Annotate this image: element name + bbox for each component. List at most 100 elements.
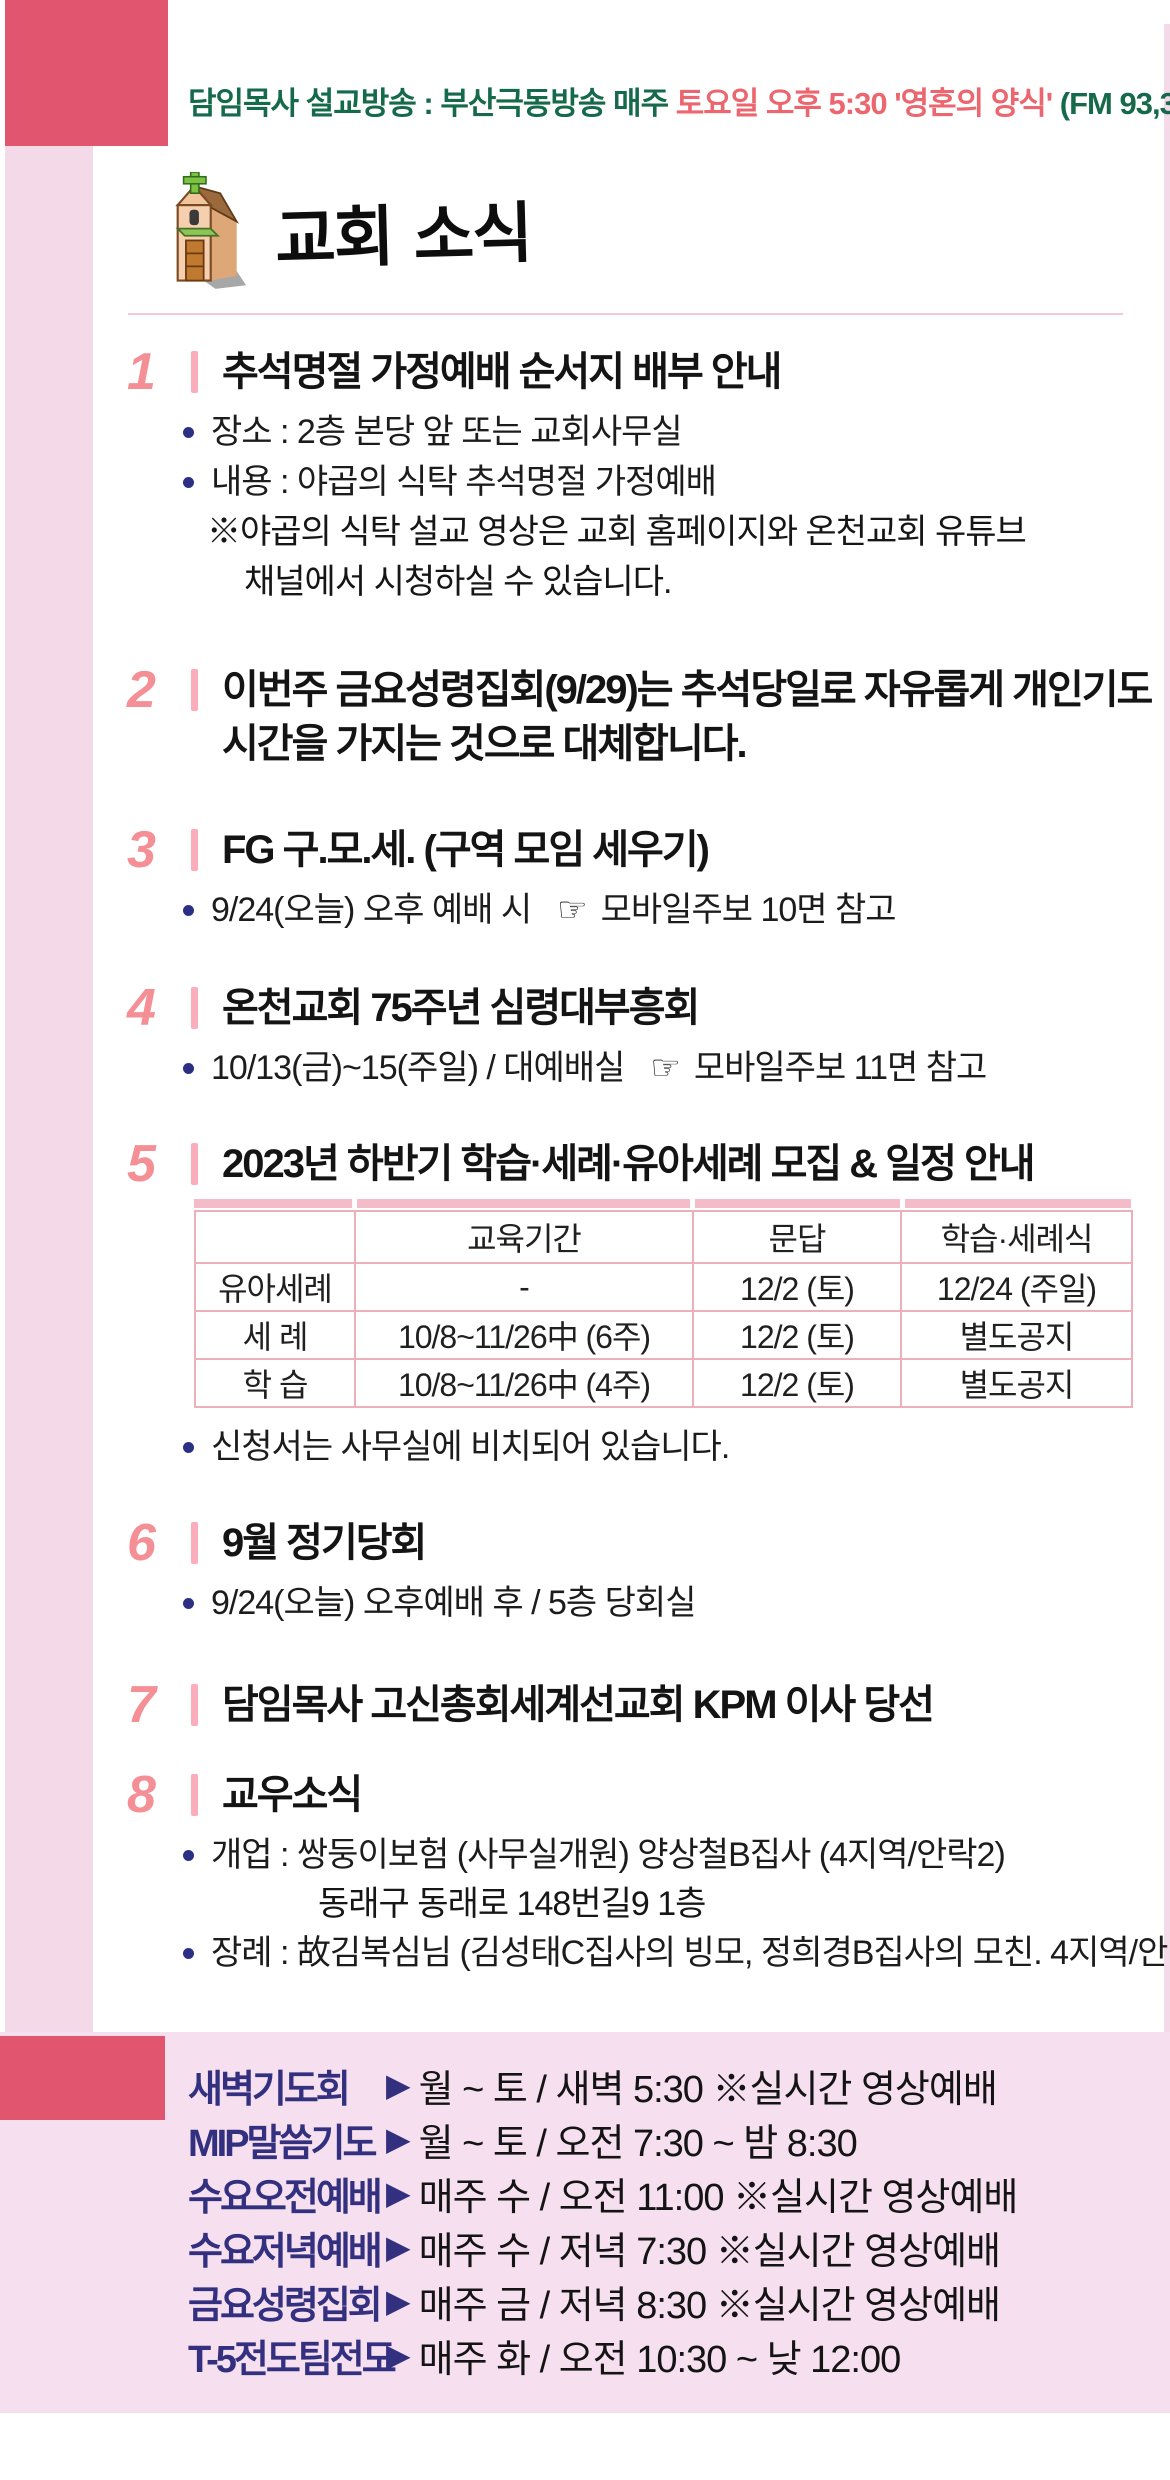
item-number: 1 <box>127 343 156 401</box>
schedule-detail: 월 ~ 토 / 새벽 5:30 ※실시간 영상예배 <box>418 2068 998 2111</box>
schedule-detail: 매주 금 / 저녁 8:30 ※실시간 영상예배 <box>418 2284 1001 2327</box>
bullet-item: 10/13(금)~15(주일) / 대예배실 ☞ 모바일주보 11면 참고 <box>183 1043 1170 1093</box>
decor-right-pink-strip <box>1164 24 1170 2413</box>
play-arrow-icon: ▶ <box>386 2337 411 2373</box>
bullet-dot-icon <box>183 1062 194 1074</box>
broadcast-suffix: (FM 93,3Mhz) <box>1059 86 1170 121</box>
news-item-6: 6 9월 정기당회 9/24(오늘) 오후예배 후 / 5층 당회실 <box>127 1516 1170 1628</box>
bullet-item: 장례 : 故김복심님 (김성태C집사의 빙모, 정희경B집사의 모친. 4지역/… <box>183 1928 1170 1978</box>
play-arrow-icon: ▶ <box>386 2229 411 2265</box>
table-cell: 12/2 (토) <box>692 1358 902 1408</box>
item-heading: 담임목사 고신총회세계선교회 KPM 이사 당선 <box>222 1683 935 1727</box>
table-cell: 별도공지 <box>900 1358 1133 1408</box>
schedule-detail: 월 ~ 토 / 오전 7:30 ~ 밤 8:30 <box>418 2122 858 2165</box>
schedule-label: 수요저녁예배 <box>188 2230 383 2273</box>
bullet-text: 개업 : 쌍둥이보험 (사무실개원) 양상철B집사 (4지역/안락2) <box>211 1836 1006 1874</box>
bullet-dot-icon <box>183 1947 194 1959</box>
note-line: 채널에서 시청하실 수 있습니다. <box>244 563 672 601</box>
page-title: 교회 소식 <box>274 193 532 279</box>
schedule-label: 금요성령집회 <box>188 2284 383 2327</box>
news-item-4: 4 온천교회 75주년 심령대부흥회 10/13(금)~15(주일) / 대예배… <box>127 981 1170 1093</box>
play-arrow-icon: ▶ <box>386 2175 411 2211</box>
item-heading: FG 구.모.세. (구역 모임 세우기) <box>222 828 710 872</box>
weekly-schedule-band: 새벽기도회 ▶ 월 ~ 토 / 새벽 5:30 ※실시간 영상예배 MIP말씀기… <box>0 2032 1170 2413</box>
news-item-2: 2 이번주 금요성령집회(9/29)는 추석당일로 자유롭게 개인기도 시간을 … <box>127 663 1170 771</box>
schedule-label: 수요오전예배 <box>188 2176 383 2219</box>
bullet-text: 10/13(금)~15(주일) / 대예배실 <box>211 1049 625 1087</box>
accent-bar <box>191 669 198 711</box>
schedule-label: T-5전도팀전도 <box>188 2338 397 2381</box>
decor-rose-block-bottom <box>0 2036 165 2120</box>
table-cell: - <box>354 1262 694 1312</box>
item-heading: 2023년 하반기 학습·세례·유아세례 모집 & 일정 안내 <box>222 1142 1036 1186</box>
bullet-text: 신청서는 사무실에 비치되어 있습니다. <box>211 1428 730 1466</box>
schedule-label: MIP말씀기도 <box>188 2122 377 2165</box>
item-number: 8 <box>127 1766 156 1824</box>
bullet-item: 장소 : 2층 본당 앞 또는 교회사무실 <box>183 407 1170 457</box>
table-header-row: 교육기간 문답 학습·세례식 <box>194 1210 1133 1264</box>
broadcast-highlight: 토요일 오후 5:30 '영혼의 양식' <box>675 86 1053 121</box>
heading-line: 시간을 가지는 것으로 대체합니다. <box>222 722 748 766</box>
bullet-item: 개업 : 쌍둥이보험 (사무실개원) 양상철B집사 (4지역/안락2) <box>183 1830 1170 1880</box>
broadcast-prefix: 담임목사 설교방송 : 부산극동방송 매주 <box>188 86 676 121</box>
item-heading: 추석명절 가정예배 순서지 배부 안내 <box>222 350 782 394</box>
table-cell: 12/24 (주일) <box>900 1262 1133 1312</box>
news-item-3: 3 FG 구.모.세. (구역 모임 세우기) 9/24(오늘) 오후 예배 시… <box>127 823 1170 935</box>
accent-bar <box>191 351 198 393</box>
church-icon <box>175 172 247 289</box>
item-number: 7 <box>127 1676 156 1734</box>
item-heading: 9월 정기당회 <box>222 1521 427 1565</box>
table-row: 세 례 10/8~11/26中 (6주) 12/2 (토) 별도공지 <box>194 1310 1133 1360</box>
schedule-detail: 매주 화 / 오전 10:30 ~ 낮 12:00 <box>418 2338 902 2381</box>
schedule-detail: 매주 수 / 오전 11:00 ※실시간 영상예배 <box>418 2176 1019 2219</box>
bullet-text: 9/24(오늘) 오후 예배 시 <box>211 891 532 929</box>
item-heading: 이번주 금요성령집회(9/29)는 추석당일로 자유롭게 개인기도 시간을 가지… <box>222 663 1153 771</box>
item-heading: 교우소식 <box>222 1773 363 1817</box>
table-header-cell: 문답 <box>692 1210 902 1264</box>
item-heading: 온천교회 75주년 심령대부흥회 <box>222 986 700 1030</box>
play-arrow-icon: ▶ <box>386 2121 411 2157</box>
schedule-row: 수요오전예배 ▶ 매주 수 / 오전 11:00 ※실시간 영상예배 <box>188 2166 1019 2220</box>
accent-bar <box>191 1522 198 1564</box>
schedule-row: 금요성령집회 ▶ 매주 금 / 저녁 8:30 ※실시간 영상예배 <box>188 2274 1017 2328</box>
item-number: 5 <box>127 1135 156 1193</box>
news-item-7: 7 담임목사 고신총회세계선교회 KPM 이사 당선 <box>127 1678 1170 1732</box>
bullet-dot-icon <box>183 426 194 438</box>
bullet-dot-icon <box>183 1441 194 1453</box>
item-number: 4 <box>127 979 156 1037</box>
bullet-dot-icon <box>183 476 194 488</box>
news-item-1: 1 추석명절 가정예배 순서지 배부 안내 장소 : 2층 본당 앞 또는 교회… <box>127 345 1170 607</box>
bulletin-ref-text: 모바일주보 11면 참고 <box>693 1049 987 1087</box>
note-line: ※야곱의 식탁 설교 영상은 교회 홈페이지와 온천교회 유튜브 <box>207 513 1027 551</box>
bullet-item: 9/24(오늘) 오후예배 후 / 5층 당회실 <box>183 1578 1170 1628</box>
title-row: 교회 소식 <box>163 172 532 290</box>
bullet-dot-icon <box>183 1849 194 1861</box>
decor-rose-block-top <box>5 0 168 146</box>
item-number: 3 <box>127 821 156 879</box>
table-cell: 학 습 <box>194 1358 356 1408</box>
table-row: 학 습 10/8~11/26中 (4주) 12/2 (토) 별도공지 <box>194 1358 1133 1408</box>
accent-bar <box>191 1143 198 1185</box>
address-line: 동래구 동래로 148번길9 1층 <box>318 1885 706 1923</box>
bulletin-ref-text: 모바일주보 10면 참고 <box>600 891 897 929</box>
bullet-text: 내용 : 야곱의 식탁 추석명절 가정예배 <box>211 463 717 501</box>
news-item-5: 5 2023년 하반기 학습·세례·유아세례 모집 & 일정 안내 교육기간 문… <box>127 1137 1170 1472</box>
news-list: 1 추석명절 가정예배 순서지 배부 안내 장소 : 2층 본당 앞 또는 교회… <box>0 345 1170 1978</box>
bullet-item: 9/24(오늘) 오후 예배 시 ☞ 모바일주보 10면 참고 <box>183 885 1170 935</box>
schedule-row: 새벽기도회 ▶ 월 ~ 토 / 새벽 5:30 ※실시간 영상예배 <box>188 2058 1017 2112</box>
accent-bar <box>191 829 198 871</box>
item-number: 2 <box>127 661 156 719</box>
schedule-detail: 매주 수 / 저녁 7:30 ※실시간 영상예배 <box>418 2230 1001 2273</box>
table-header-cell: 학습·세례식 <box>900 1210 1133 1264</box>
table-cell: 유아세례 <box>194 1262 356 1312</box>
table-header-cell <box>194 1210 356 1264</box>
bullet-item: 신청서는 사무실에 비치되어 있습니다. <box>183 1422 1170 1472</box>
play-arrow-icon: ▶ <box>386 2283 411 2319</box>
bullet-text: 9/24(오늘) 오후예배 후 / 5층 당회실 <box>211 1584 696 1622</box>
broadcast-notice: 담임목사 설교방송 : 부산극동방송 매주 토요일 오후 5:30 '영혼의 양… <box>188 78 1170 123</box>
baptism-schedule-table-wrap: 교육기간 문답 학습·세례식 유아세례 - 12/2 (토) 12/24 (주일… <box>194 1199 1133 1408</box>
pointing-hand-icon: ☞ <box>557 891 588 929</box>
table-top-accent <box>194 1199 1131 1208</box>
item-number: 6 <box>127 1514 156 1572</box>
